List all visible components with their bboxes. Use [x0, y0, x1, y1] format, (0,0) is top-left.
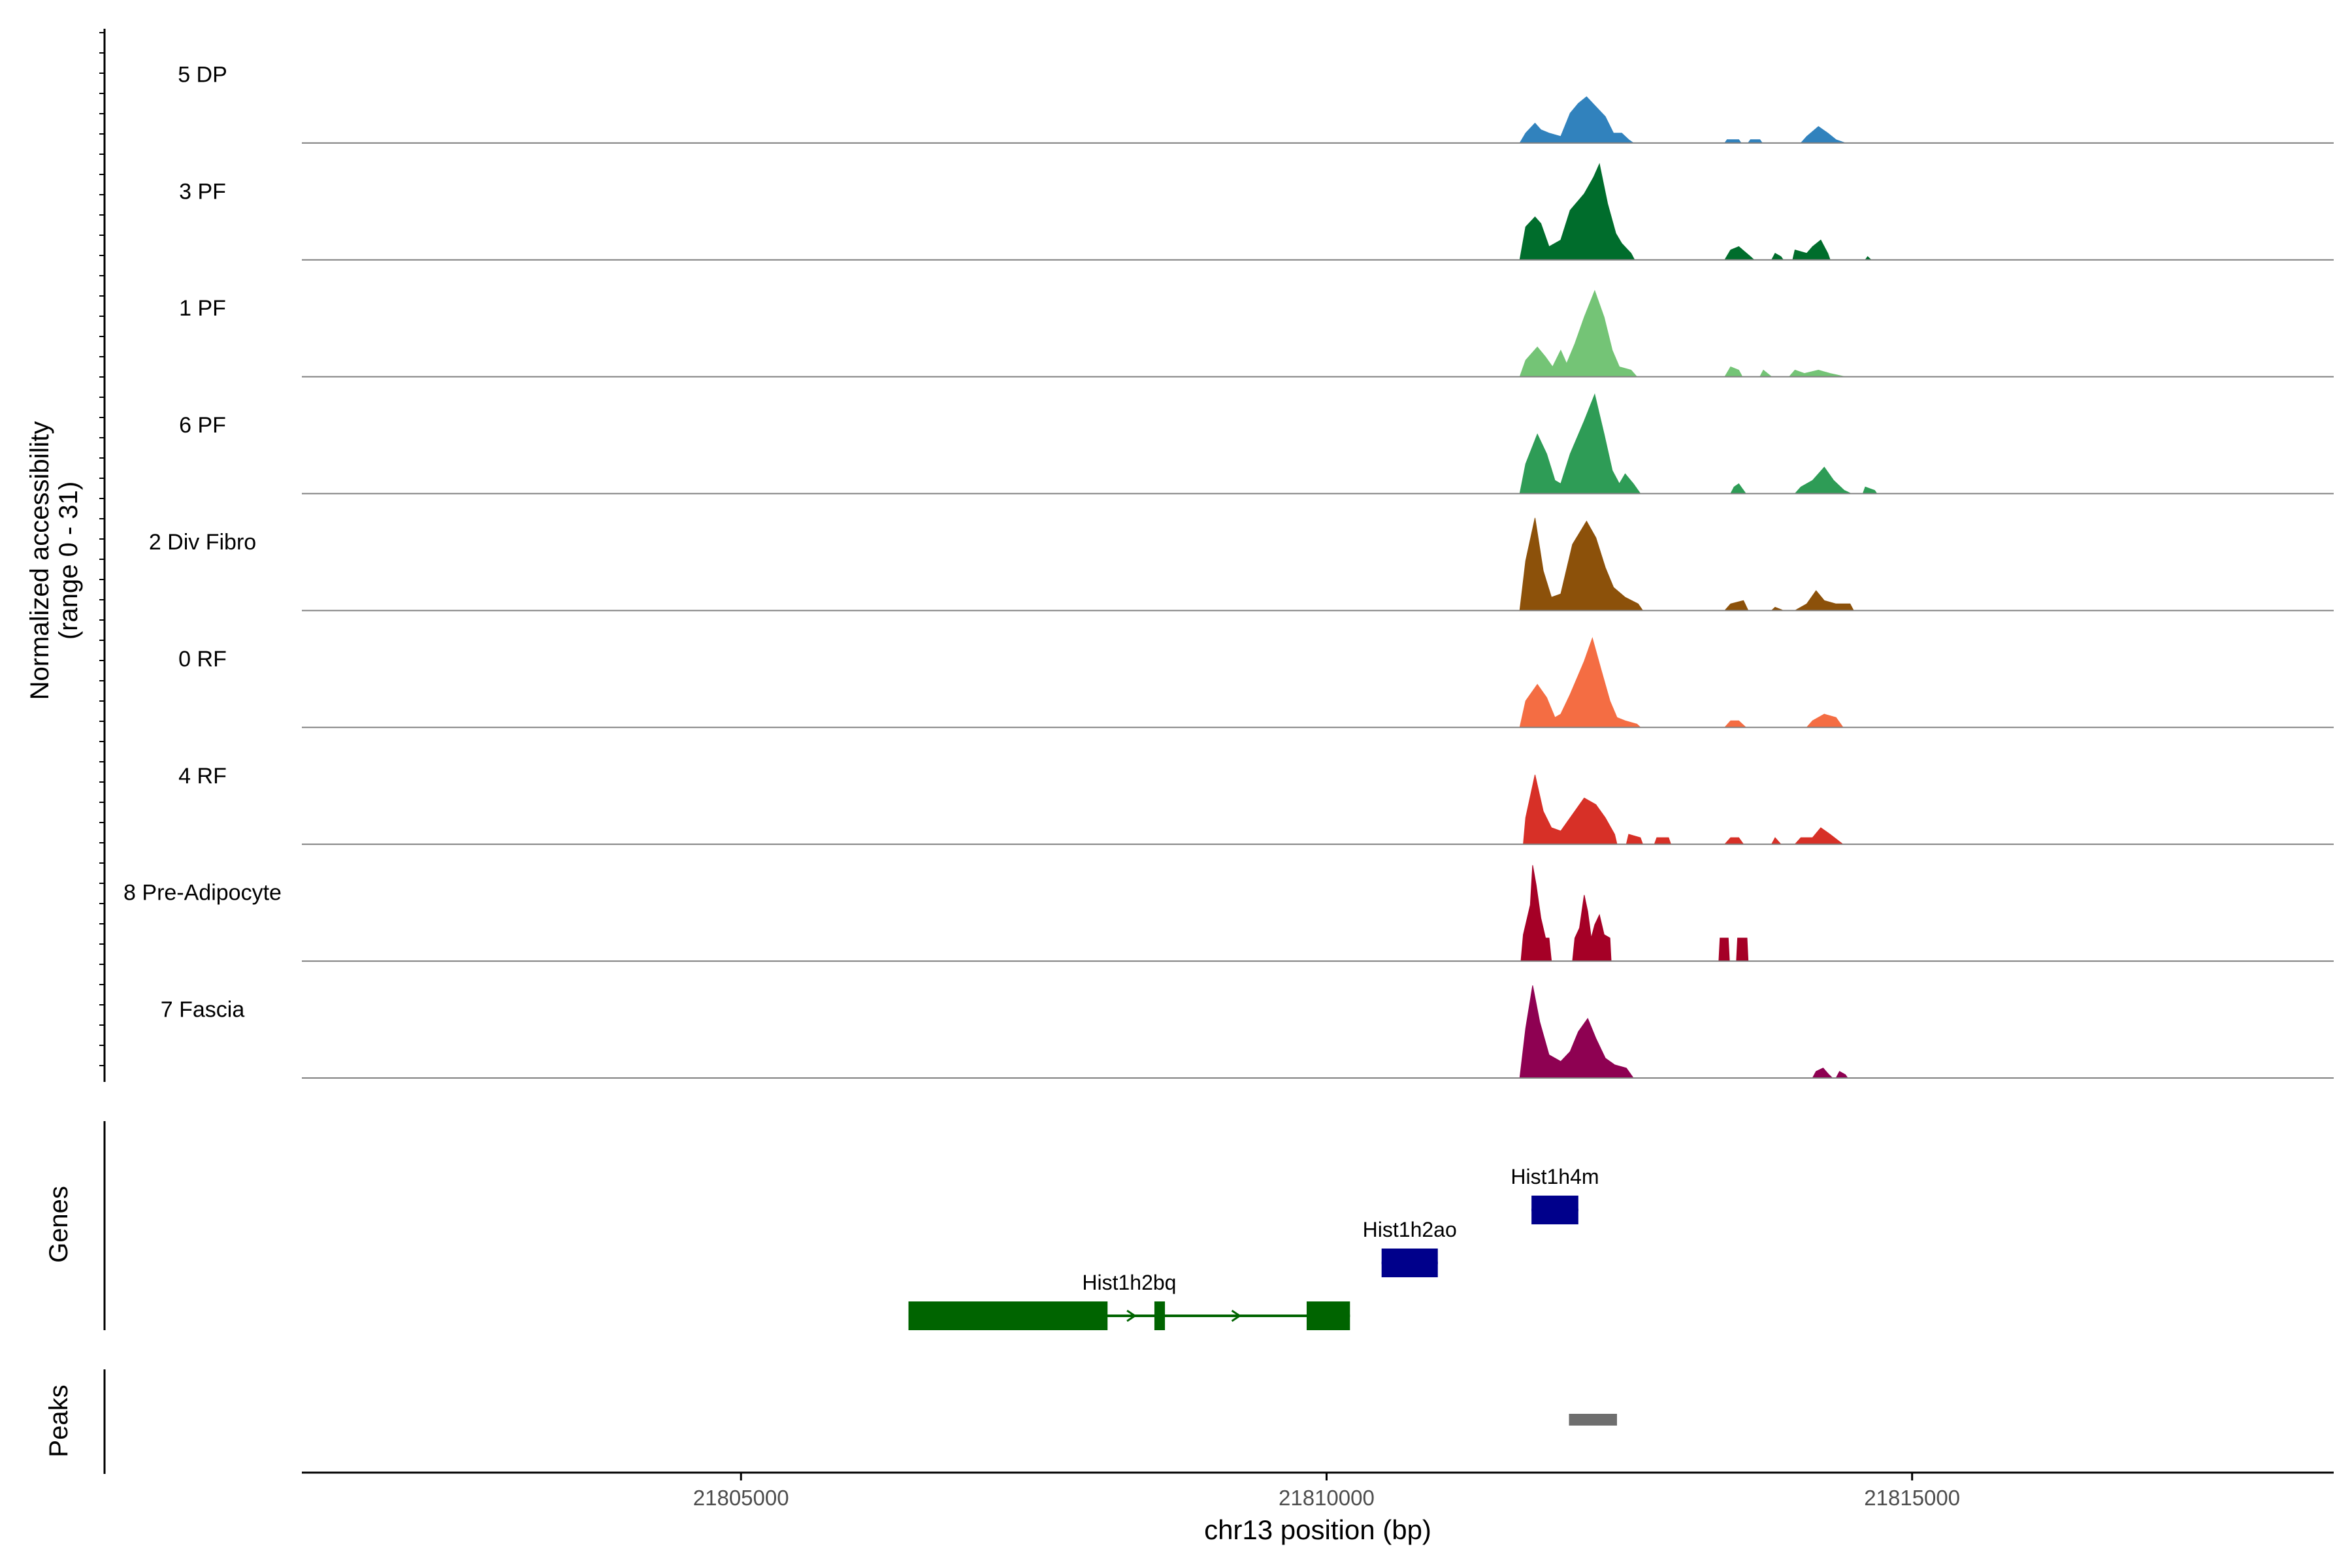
coverage-track: 4 RF: [178, 764, 2334, 845]
coverage-track: 1 PF: [179, 289, 2334, 378]
coverage-tracks: 5 DP 3 PF 1 PF 6 PF 2 Div Fibro 0 RF 4 RF 8 Pre…: [123, 62, 2334, 1079]
coverage-track: 8 Pre-Adipocyte: [123, 865, 2334, 962]
strand-arrow: [1231, 1309, 1242, 1322]
genes-track: Hist1h2bq Hist1h2ao Hist1h4m: [908, 1165, 1599, 1330]
track-label: 4 RF: [178, 764, 227, 789]
coverage-track: 6 PF: [179, 393, 2334, 495]
track-label: 6 PF: [179, 413, 226, 438]
genes-track-label: Genes: [44, 1186, 73, 1263]
gene-exon: [1531, 1196, 1578, 1224]
strand-arrow: [1126, 1309, 1137, 1322]
x-tick-label: 21805000: [693, 1486, 789, 1510]
peak-region: [1569, 1414, 1617, 1426]
track-label: 1 PF: [179, 296, 226, 321]
peaks-track-label: Peaks: [44, 1384, 73, 1457]
gene-exon: [1154, 1301, 1166, 1330]
track-label: 2 Div Fibro: [149, 530, 256, 555]
coverage-track: 7 Fascia: [161, 985, 2334, 1079]
y-axis-subtitle: (range 0 - 31): [54, 482, 83, 640]
peaks-track: [1569, 1414, 1617, 1426]
gene-label: Hist1h2ao: [1363, 1218, 1457, 1241]
coverage-track: 5 DP: [178, 62, 2334, 144]
gene-label: Hist1h4m: [1511, 1165, 1599, 1188]
gene-hist1h4m: Hist1h4m: [1511, 1165, 1599, 1224]
y-axis-title: Normalized accessibility: [25, 421, 54, 700]
x-tick-label: 21815000: [1864, 1486, 1960, 1510]
coverage-track: 0 RF: [178, 637, 2334, 728]
coverage-area: [1519, 985, 1849, 1079]
x-axis-title: chr13 position (bp): [1204, 1514, 1431, 1545]
gene-label: Hist1h2bq: [1082, 1271, 1176, 1294]
track-label: 3 PF: [179, 179, 226, 204]
coverage-area: [1519, 637, 1844, 728]
track-label: 8 Pre-Adipocyte: [123, 881, 282, 906]
gene-exon: [908, 1301, 1108, 1330]
gene-exon: [1381, 1249, 1438, 1277]
coverage-area: [1523, 774, 1844, 845]
track-label: 5 DP: [178, 62, 227, 87]
track-label: 7 Fascia: [161, 998, 245, 1022]
track-label: 0 RF: [178, 647, 227, 672]
gene-hist1h2bq: Hist1h2bq: [908, 1271, 1350, 1330]
x-axis: 21805000 21810000 21815000: [302, 1471, 2334, 1510]
coverage-track: 2 Div Fibro: [149, 517, 2334, 612]
left-track-axes: [99, 29, 106, 1474]
gene-exon: [1306, 1301, 1350, 1330]
coverage-area: [1519, 163, 1872, 261]
coverage-track: 3 PF: [179, 163, 2334, 261]
x-tick-label: 21810000: [1279, 1486, 1375, 1510]
gene-hist1h2ao: Hist1h2ao: [1363, 1218, 1457, 1277]
